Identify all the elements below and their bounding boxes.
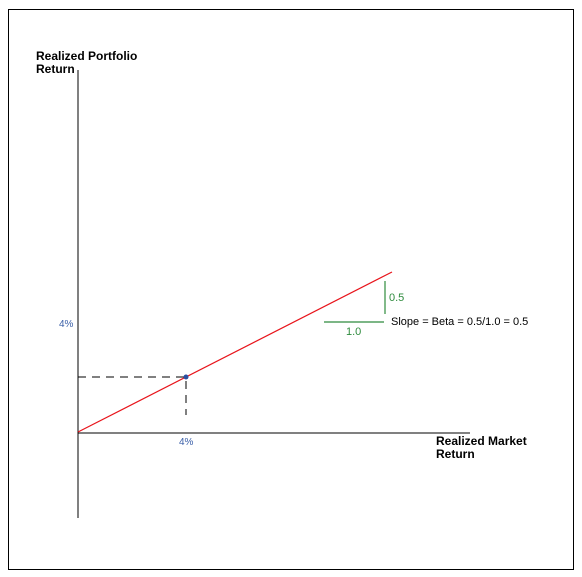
y-tick-label: 4% (59, 319, 74, 330)
x-axis-label-line1: Realized Market (436, 434, 527, 448)
y-axis-label-line2: Return (36, 62, 75, 76)
x-axis-label-line2: Return (436, 447, 475, 461)
x-tick-label: 4% (179, 437, 194, 448)
y-axis-label-line1: Realized Portfolio (36, 49, 137, 63)
rise-label: 0.5 (389, 292, 404, 304)
run-label: 1.0 (346, 326, 361, 338)
figure-frame (8, 9, 574, 570)
characteristic-line (77, 271, 393, 433)
slope-annotation: Slope = Beta = 0.5/1.0 = 0.5 (391, 316, 528, 328)
data-point (183, 374, 189, 380)
